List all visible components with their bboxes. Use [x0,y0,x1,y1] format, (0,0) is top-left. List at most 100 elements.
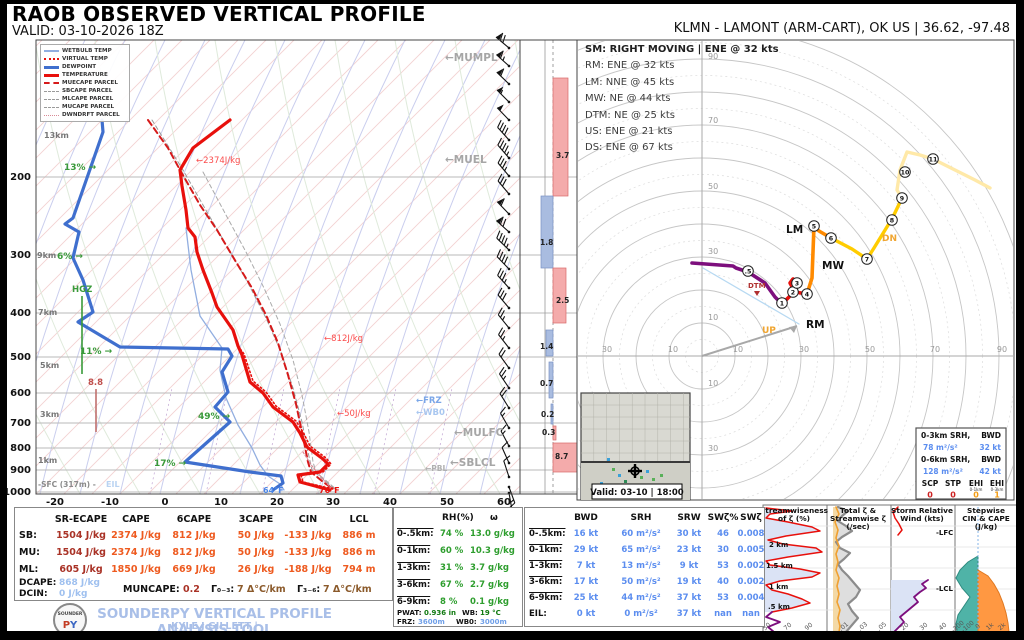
table-cell: 0.008 [737,529,765,539]
svg-text:300: 300 [10,250,31,261]
svg-text:9: 9 [900,195,904,202]
table-cell: 7 Δ°C/km [237,584,286,595]
height-marker: 3 [791,277,803,289]
svg-text:0: 0 [162,497,169,508]
svg-text:30: 30 [602,345,612,354]
skewt-annotation: 64°F [263,486,284,495]
panel-frames [35,39,1015,501]
skewt-annotation: 3km [40,410,59,419]
hodo-label: UP [762,326,776,336]
wind-barb [496,230,511,252]
table-cell: FRZ: [397,618,416,626]
svg-text:0: 0 [974,623,982,631]
table-cell: PWAT: [397,609,422,617]
skewt-annotation: ←812J/kg [324,334,363,344]
height-marker: 8 [886,214,898,226]
panel-title: Total ζ & [840,506,877,515]
svg-text:RM: RM [806,319,825,331]
svg-text:500: 500 [10,352,31,363]
svg-text:HGZ: HGZ [72,285,92,295]
svg-text:400: 400 [10,308,31,319]
table-cell: 6-9km: [529,593,563,603]
table-cell: 3-6km: [529,577,563,587]
svg-text:0.3: 0.3 [542,428,555,437]
svg-text:EIL: EIL [106,480,120,489]
wind-barb [498,327,511,350]
table-cell: SB: [19,530,37,541]
svg-text:13% →: 13% → [64,163,97,173]
table-cell: 10.3 g/kg [470,546,515,556]
svg-text:1km: 1km [38,456,57,465]
skewt-background [36,40,577,494]
svg-text:BWD: BWD [981,431,1001,440]
svg-text:30: 30 [708,444,718,453]
table-cell: 0.1 g/kg [470,597,509,607]
svg-text:10: 10 [668,345,678,354]
page-title: RAOB OBSERVED VERTICAL PROFILE [12,2,426,26]
svg-text:7km: 7km [38,308,57,317]
svg-text:0-3km: 0-3km [991,487,1004,492]
table-cell: 3-6km: [397,580,431,590]
panel-title: Storm Relative [891,506,953,515]
skewt-annotation: 9km [37,251,56,260]
svg-text:UP: UP [762,326,776,336]
table-cell: 60 % [440,546,464,556]
skewt-traces [63,118,338,492]
skewt-annotation: ←MUEL [445,154,487,166]
mlcape-parcel-trace [202,171,338,491]
svg-text:200: 200 [10,172,31,183]
skewt-annotation: 49% → [198,412,231,422]
skewt-axes: 200 300 400 500 600 700 800 900 1000 -20 -10 0 10 20 3… [3,52,511,508]
svg-text:10: 10 [708,313,718,322]
table-cell: EIL: [529,609,547,619]
svg-text:Streamwise ζ: Streamwise ζ [830,514,886,523]
table-cell: SRH [630,513,652,523]
table-cell: 50 J/kg [237,530,275,541]
legend-item-label: MUECAPE PARCEL [62,80,118,86]
table-cell: 9 kt [679,561,699,571]
svg-text:1.8: 1.8 [540,238,553,247]
svg-text:30: 30 [326,497,340,508]
table-cell: 44 m²/s² [621,593,661,603]
height-marker: 4 [801,288,813,300]
svg-text:Wind (kts): Wind (kts) [900,514,943,523]
hodo-label: DN [882,234,897,244]
svg-text:1: 1 [780,300,784,307]
legend-line-sample [44,106,59,108]
dewpoint-trace [63,118,285,492]
svg-text:←SBLCL: ←SBLCL [450,457,496,469]
table-box: BWD SRH SRW SWζ% SWζ 0-.5km: 16 kt 60 m²/s² 30 k… [524,507,765,627]
table-cell: 2374 J/kg [111,547,161,558]
svg-text:STP: STP [945,479,962,488]
svg-text:0: 0 [927,491,933,500]
svg-text:(J/kg): (J/kg) [975,522,997,531]
table-cell: 2.7 g/kg [470,580,509,590]
legend-item-label: TEMPERATURE [62,72,108,78]
legend-item: TEMPERATURE [44,71,126,79]
table-cell: 16 kt [573,529,599,539]
table-cell: ω [490,513,498,523]
legend-item: MLCAPE PARCEL [44,95,126,103]
wind-barb [497,267,511,290]
table-cell: 50 J/kg [237,547,275,558]
svg-text:1 km: 1 km [769,583,788,591]
table-cell: 13.0 g/kg [470,529,515,539]
skewt-annotation: 1km [38,456,57,465]
omega-bar [552,442,578,473]
legend-item-label: DWNDRFT PARCEL [62,112,120,118]
legend-item-label: DEWPOINT [62,64,97,70]
table-cell: 0-1km: [397,546,431,556]
table-cell: SRW [677,513,701,523]
table-cell: 3600m [418,618,445,626]
skewt-annotation: 13km [44,131,69,140]
legend-line-sample [44,98,59,100]
table-cell: 0 J/kg [59,589,88,599]
svg-text:10: 10 [733,345,743,354]
height-marker: 1 [776,297,788,309]
wind-barb [495,216,511,234]
storm-motion-list: SM: RIGHT MOVING | ENE @ 32 kts RM: ENE @… [585,42,779,157]
svg-text:SCP: SCP [922,479,939,488]
omega-bar [545,329,554,357]
panel-title: Stepwise [967,506,1005,515]
skewt-annotation: ←PBL [425,464,447,473]
